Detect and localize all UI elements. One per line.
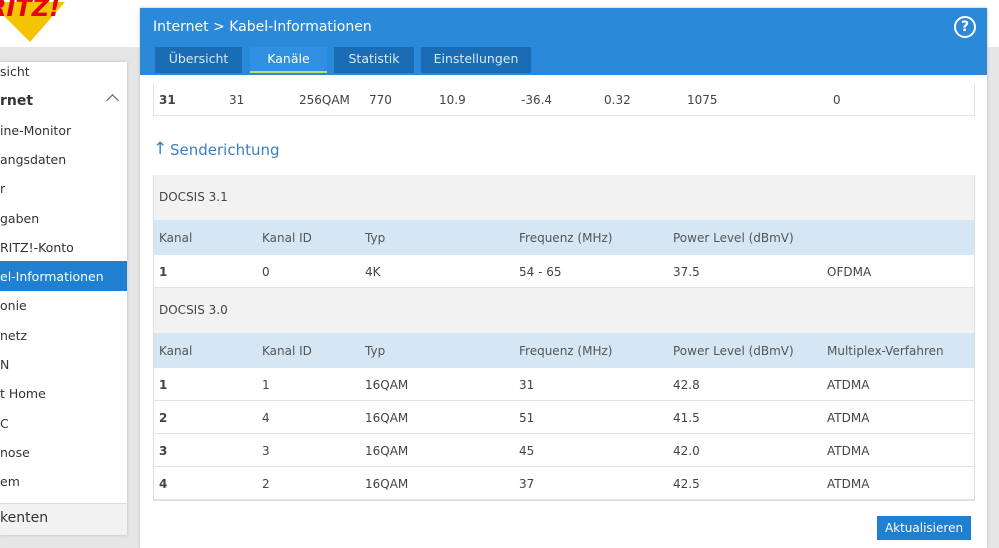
cell: 3: [159, 444, 168, 458]
cell: 31: [229, 93, 245, 107]
cell: 31: [519, 378, 535, 392]
row-bg: [154, 368, 974, 401]
row-bg: [154, 434, 974, 467]
cell: ATDMA: [827, 444, 870, 458]
sidebar-item[interactable]: netz: [0, 327, 28, 343]
cell: 1: [262, 378, 270, 392]
downstream-row-bg: [153, 84, 975, 116]
breadcrumb-parent[interactable]: Internet: [153, 19, 209, 35]
group-header-bg: [154, 175, 974, 221]
logo-text: RITZ!: [0, 0, 61, 22]
cell: 37: [519, 477, 535, 491]
cell: ATDMA: [827, 411, 870, 425]
cell: 0.32: [604, 93, 631, 107]
cell: ATDMA: [827, 477, 870, 491]
cell: 4: [159, 477, 168, 491]
help-button[interactable]: ?: [954, 16, 976, 38]
cell: 31: [159, 93, 176, 107]
column-header-bg: [154, 333, 974, 368]
sidebar-item[interactable]: ine-Monitor: [0, 122, 72, 138]
sidebar: sicht rnet ine-Monitor angsdaten r gaben RITZ!…: [0, 62, 127, 535]
cell: 37.5: [673, 265, 700, 279]
group-header-bg: [154, 288, 974, 334]
column-header: Frequenz (MHz): [519, 231, 613, 245]
sidebar-item[interactable]: onie: [0, 298, 27, 314]
breadcrumb: Internet > Kabel-Informationen: [153, 19, 372, 35]
cell: 3: [262, 444, 270, 458]
cell: 16QAM: [365, 411, 409, 425]
cell: 16QAM: [365, 444, 409, 458]
cell: ATDMA: [827, 378, 870, 392]
cell: 42.8: [673, 378, 700, 392]
logo[interactable]: RITZ!: [0, 0, 70, 42]
cell: 54 - 65: [519, 265, 562, 279]
column-header: Typ: [365, 231, 386, 245]
row-bg: [154, 401, 974, 434]
chevron: [106, 94, 119, 108]
cell: 42.5: [673, 477, 700, 491]
sidebar-item[interactable]: r: [0, 181, 6, 197]
cell: 4K: [365, 265, 381, 279]
sidebar-footer-bg: [0, 503, 127, 535]
breadcrumb-current: Kabel-Informationen: [229, 19, 372, 35]
cell: 16QAM: [365, 477, 409, 491]
section-title: Senderichtung: [170, 141, 280, 159]
group-name: DOCSIS 3.1: [159, 190, 228, 204]
sidebar-footer[interactable]: kenten: [0, 510, 49, 526]
update-button[interactable]: Aktualisieren: [877, 516, 971, 540]
cell: 1: [159, 378, 168, 392]
cell: 1075: [687, 93, 718, 107]
column-header: Multiplex-Verfahren: [827, 344, 944, 358]
sidebar-item[interactable]: N: [0, 357, 10, 372]
section-arrow: ↑: [153, 139, 168, 159]
cell: 51: [519, 411, 535, 425]
sidebar-item[interactable]: el-Informationen: [0, 269, 104, 285]
sidebar-active-bg: [0, 261, 127, 292]
tab[interactable]: Statistik: [334, 47, 414, 73]
tab[interactable]: Kanäle: [250, 47, 327, 73]
sidebar-item[interactable]: RITZ!-Konto: [0, 239, 74, 255]
cell: 1: [159, 265, 168, 279]
sidebar-item[interactable]: gaben: [0, 210, 40, 226]
column-header: Kanal ID: [262, 344, 312, 358]
cell: 0: [833, 93, 841, 107]
cell: 2: [159, 411, 168, 425]
cell: 45: [519, 444, 535, 458]
row-bg: [154, 255, 974, 288]
sidebar-item[interactable]: nose: [0, 444, 30, 460]
cell: 0: [262, 265, 270, 279]
sidebar-item[interactable]: angsdaten: [0, 151, 67, 167]
column-header-bg: [154, 220, 974, 255]
sidebar-item[interactable]: rnet: [0, 93, 34, 110]
column-header: Typ: [365, 344, 386, 358]
row-bg: [154, 467, 974, 500]
cell: 4: [262, 411, 270, 425]
sidebar-item[interactable]: sicht: [0, 64, 30, 79]
tab[interactable]: Einstellungen: [421, 47, 531, 73]
column-header: Power Level (dBmV): [673, 344, 794, 358]
column-header: Kanal: [159, 231, 193, 245]
logo-shape: [0, 2, 65, 42]
cell: -36.4: [521, 93, 553, 107]
sidebar-item[interactable]: em: [0, 474, 20, 490]
main-panel: Internet > Kabel-Informationen ? ↑ Sende…: [140, 8, 987, 548]
tab[interactable]: Übersicht: [155, 47, 242, 73]
cell: OFDMA: [827, 265, 872, 279]
cell: 42.0: [673, 444, 700, 458]
column-header: Power Level (dBmV): [673, 231, 794, 245]
cell: 10.9: [439, 93, 466, 107]
cell: 41.5: [673, 411, 700, 425]
column-header: Kanal: [159, 344, 193, 358]
cell: 256QAM: [299, 93, 350, 107]
sidebar-item[interactable]: C: [0, 415, 9, 431]
cell: 770: [369, 93, 392, 107]
cell: 2: [262, 477, 270, 491]
column-header: Kanal ID: [262, 231, 312, 245]
column-header: Frequenz (MHz): [519, 344, 613, 358]
cell: 16QAM: [365, 378, 409, 392]
group-name: DOCSIS 3.0: [159, 303, 228, 317]
sidebar-item[interactable]: t Home: [0, 386, 46, 402]
